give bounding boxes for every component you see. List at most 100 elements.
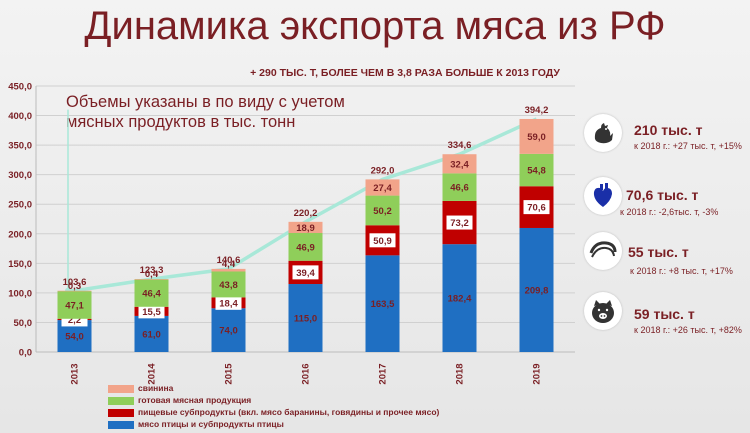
x-tick-label: 2018: [455, 363, 466, 384]
side-value-ready: 55 тыс. т: [628, 244, 689, 260]
pig-icon: [584, 292, 622, 330]
side-change-offal: к 2018 г.: -2,6тыс. т, -3%: [620, 207, 719, 217]
side-item-offal: 70,6 тыс. т к 2018 г.: -2,6тыс. т, -3%: [584, 177, 750, 237]
data-label: 50,9: [373, 236, 392, 247]
data-label: 18,9: [296, 223, 315, 234]
bar-segment: [442, 244, 477, 352]
side-value-poultry: 210 тыс. т: [634, 122, 703, 138]
data-label: 74,0: [219, 326, 238, 337]
sausage-icon: [584, 232, 622, 270]
bar-segment: [134, 279, 169, 307]
data-label: 115,0: [294, 314, 317, 325]
data-label: 163,5: [371, 299, 395, 310]
y-tick-label: 400,0: [8, 111, 32, 122]
growth-note: + 290 ТЫС. Т, БОЛЕЕ ЧЕМ В 3,8 РАЗА БОЛЬШ…: [250, 67, 560, 79]
label-box: [215, 295, 242, 310]
legend-label: готовая мясная продукция: [138, 395, 252, 405]
side-item-poultry: 210 тыс. т к 2018 г.: +27 тыс. т, +15%: [584, 114, 750, 174]
legend-label: свинина: [138, 383, 174, 393]
label-box: [446, 215, 473, 230]
legend-swatch: [108, 397, 134, 405]
legend-swatch: [108, 421, 134, 429]
data-label: 27,4: [373, 183, 392, 194]
side-change-pork: к 2018 г.: +26 тыс. т, +82%: [634, 325, 742, 335]
label-box: [292, 265, 319, 280]
bar-segment: [519, 227, 554, 352]
total-label: 123,3: [140, 265, 164, 276]
y-tick-label: 300,0: [8, 170, 32, 181]
data-label: 61,0: [142, 329, 161, 340]
legend-swatch: [108, 385, 134, 393]
total-label: 292,0: [371, 165, 395, 176]
data-label: 47,1: [65, 300, 84, 311]
total-label: 140,6: [217, 255, 241, 266]
chicken-icon: [584, 114, 622, 152]
y-tick-label: 200,0: [8, 229, 32, 240]
subtitle-line-1: Объемы указаны в по виду с учетом: [66, 93, 345, 111]
bar-segment: [288, 233, 323, 261]
bar-segment: [288, 284, 323, 352]
data-label: 15,5: [142, 307, 161, 318]
data-label: 50,2: [373, 206, 392, 217]
total-label: 394,2: [525, 105, 549, 116]
side-item-ready: 55 тыс. т к 2018 г.: +8 тыс. т, +17%: [584, 232, 750, 292]
data-label: 73,2: [450, 218, 469, 229]
total-label: 334,6: [448, 140, 472, 151]
x-tick-label: 2016: [301, 363, 312, 384]
side-item-pork: 59 тыс. т к 2018 г.: +26 тыс. т, +82%: [584, 292, 750, 352]
bar-segment: [442, 154, 477, 174]
bar-segment: [211, 268, 246, 272]
data-label: 18,4: [219, 298, 238, 309]
y-tick-label: 50,0: [14, 318, 33, 329]
data-label: 182,4: [448, 294, 472, 305]
data-label: 46,6: [450, 183, 469, 194]
x-tick-label: 2015: [224, 363, 235, 385]
label-box: [369, 233, 396, 248]
page-title: Динамика экспорта мяса из РФ: [84, 4, 666, 48]
y-tick-label: 150,0: [8, 259, 32, 270]
bar-segment: [134, 279, 169, 280]
y-tick-label: 450,0: [8, 82, 32, 93]
bar-segment: [57, 290, 92, 319]
heart-icon: [584, 177, 622, 215]
legend-swatch: [108, 409, 134, 417]
data-label: 0,4: [145, 269, 159, 280]
total-label: 220,2: [294, 208, 318, 219]
data-label: 43,8: [219, 280, 238, 291]
x-tick-label: 2013: [70, 363, 81, 384]
label-box: [523, 200, 550, 215]
side-value-pork: 59 тыс. т: [634, 306, 695, 322]
side-change-poultry: к 2018 г.: +27 тыс. т, +15%: [634, 141, 742, 151]
bar-segment: [211, 271, 246, 298]
data-label: 54,8: [527, 166, 546, 177]
data-label: 209,8: [525, 285, 549, 296]
data-label: 4,4: [222, 259, 236, 270]
y-tick-label: 350,0: [8, 141, 32, 152]
x-tick-label: 2014: [147, 363, 158, 385]
y-tick-label: 0,0: [19, 348, 32, 359]
bar-segment: [365, 195, 400, 226]
x-tick-label: 2017: [378, 363, 389, 384]
bar-segment: [288, 221, 323, 234]
chart-subtitle: Объемы указаны в по виду с учетом мясных…: [66, 92, 345, 132]
data-label: 46,9: [296, 242, 315, 253]
side-change-ready: к 2018 г.: +8 тыс. т, +17%: [630, 266, 733, 276]
label-box: [138, 304, 165, 319]
y-tick-label: 100,0: [8, 288, 32, 299]
legend-label: мясо птицы и субпродукты птицы: [138, 419, 284, 429]
bar-segment: [134, 315, 169, 352]
data-label: 2,2: [68, 315, 81, 326]
bar-segment: [365, 179, 400, 196]
subtitle-line-2: мясных продуктов в тыс. тонн: [66, 113, 296, 131]
bar-segment: [57, 290, 92, 292]
x-tick-label: 2019: [532, 363, 543, 384]
y-tick-label: 250,0: [8, 200, 32, 211]
bar-segment: [519, 118, 554, 154]
data-label: 32,4: [450, 159, 469, 170]
data-label: 0,3: [68, 281, 81, 292]
data-label: 59,0: [527, 132, 546, 143]
total-label: 103,6: [63, 277, 87, 288]
data-label: 54,0: [65, 332, 84, 343]
bar-segment: [211, 308, 246, 352]
